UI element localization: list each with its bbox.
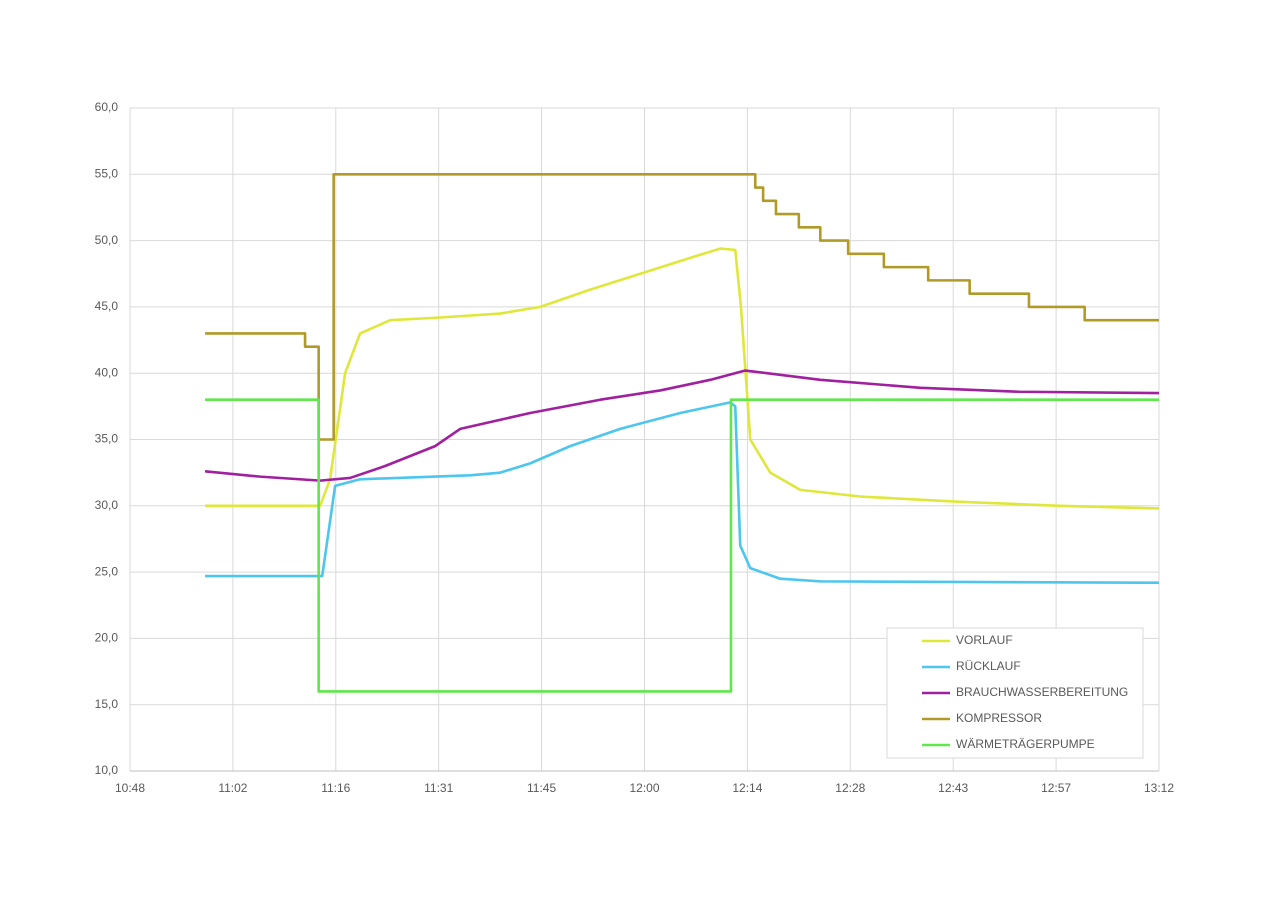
x-tick-label: 12:43 <box>938 781 968 795</box>
y-tick-label: 25,0 <box>95 564 119 578</box>
legend-label: VORLAUF <box>956 633 1013 647</box>
y-tick-label: 45,0 <box>95 299 119 313</box>
series-line <box>204 369 1160 482</box>
y-tick-label: 50,0 <box>95 233 119 247</box>
y-tick-label: 55,0 <box>95 166 119 180</box>
legend-label: KOMPRESSOR <box>956 711 1042 725</box>
series-line <box>205 398 1159 693</box>
series-line <box>205 401 1160 585</box>
x-tick-label: 12:00 <box>629 781 659 795</box>
y-tick-label: 35,0 <box>95 432 119 446</box>
series-line <box>205 173 1159 441</box>
x-tick-label: 12:14 <box>732 781 762 795</box>
x-tick-label: 11:02 <box>218 781 247 795</box>
y-tick-label: 30,0 <box>95 498 119 512</box>
x-tick-label: 12:28 <box>835 781 865 795</box>
y-tick-label: 10,0 <box>95 763 119 777</box>
x-tick-label: 12:57 <box>1041 781 1071 795</box>
x-tick-label: 11:45 <box>527 781 556 795</box>
legend-label: RÜCKLAUF <box>956 659 1021 673</box>
legend-label: WÄRMETRÄGERPUMPE <box>956 737 1095 751</box>
y-tick-label: 15,0 <box>95 697 119 711</box>
x-tick-label: 11:31 <box>424 781 453 795</box>
series-line <box>205 247 1160 510</box>
x-tick-label: 11:16 <box>321 781 350 795</box>
legend: VORLAUF RÜCKLAUF BRAUCHWASSERBEREITUNG KOMP… <box>886 627 1144 759</box>
y-tick-label: 20,0 <box>95 631 119 645</box>
legend-label: BRAUCHWASSERBEREITUNG <box>956 685 1128 699</box>
y-tick-label: 60,0 <box>95 100 119 114</box>
x-tick-label: 10:48 <box>115 781 145 795</box>
y-tick-label: 40,0 <box>95 365 119 379</box>
x-tick-label: 13:12 <box>1144 781 1174 795</box>
